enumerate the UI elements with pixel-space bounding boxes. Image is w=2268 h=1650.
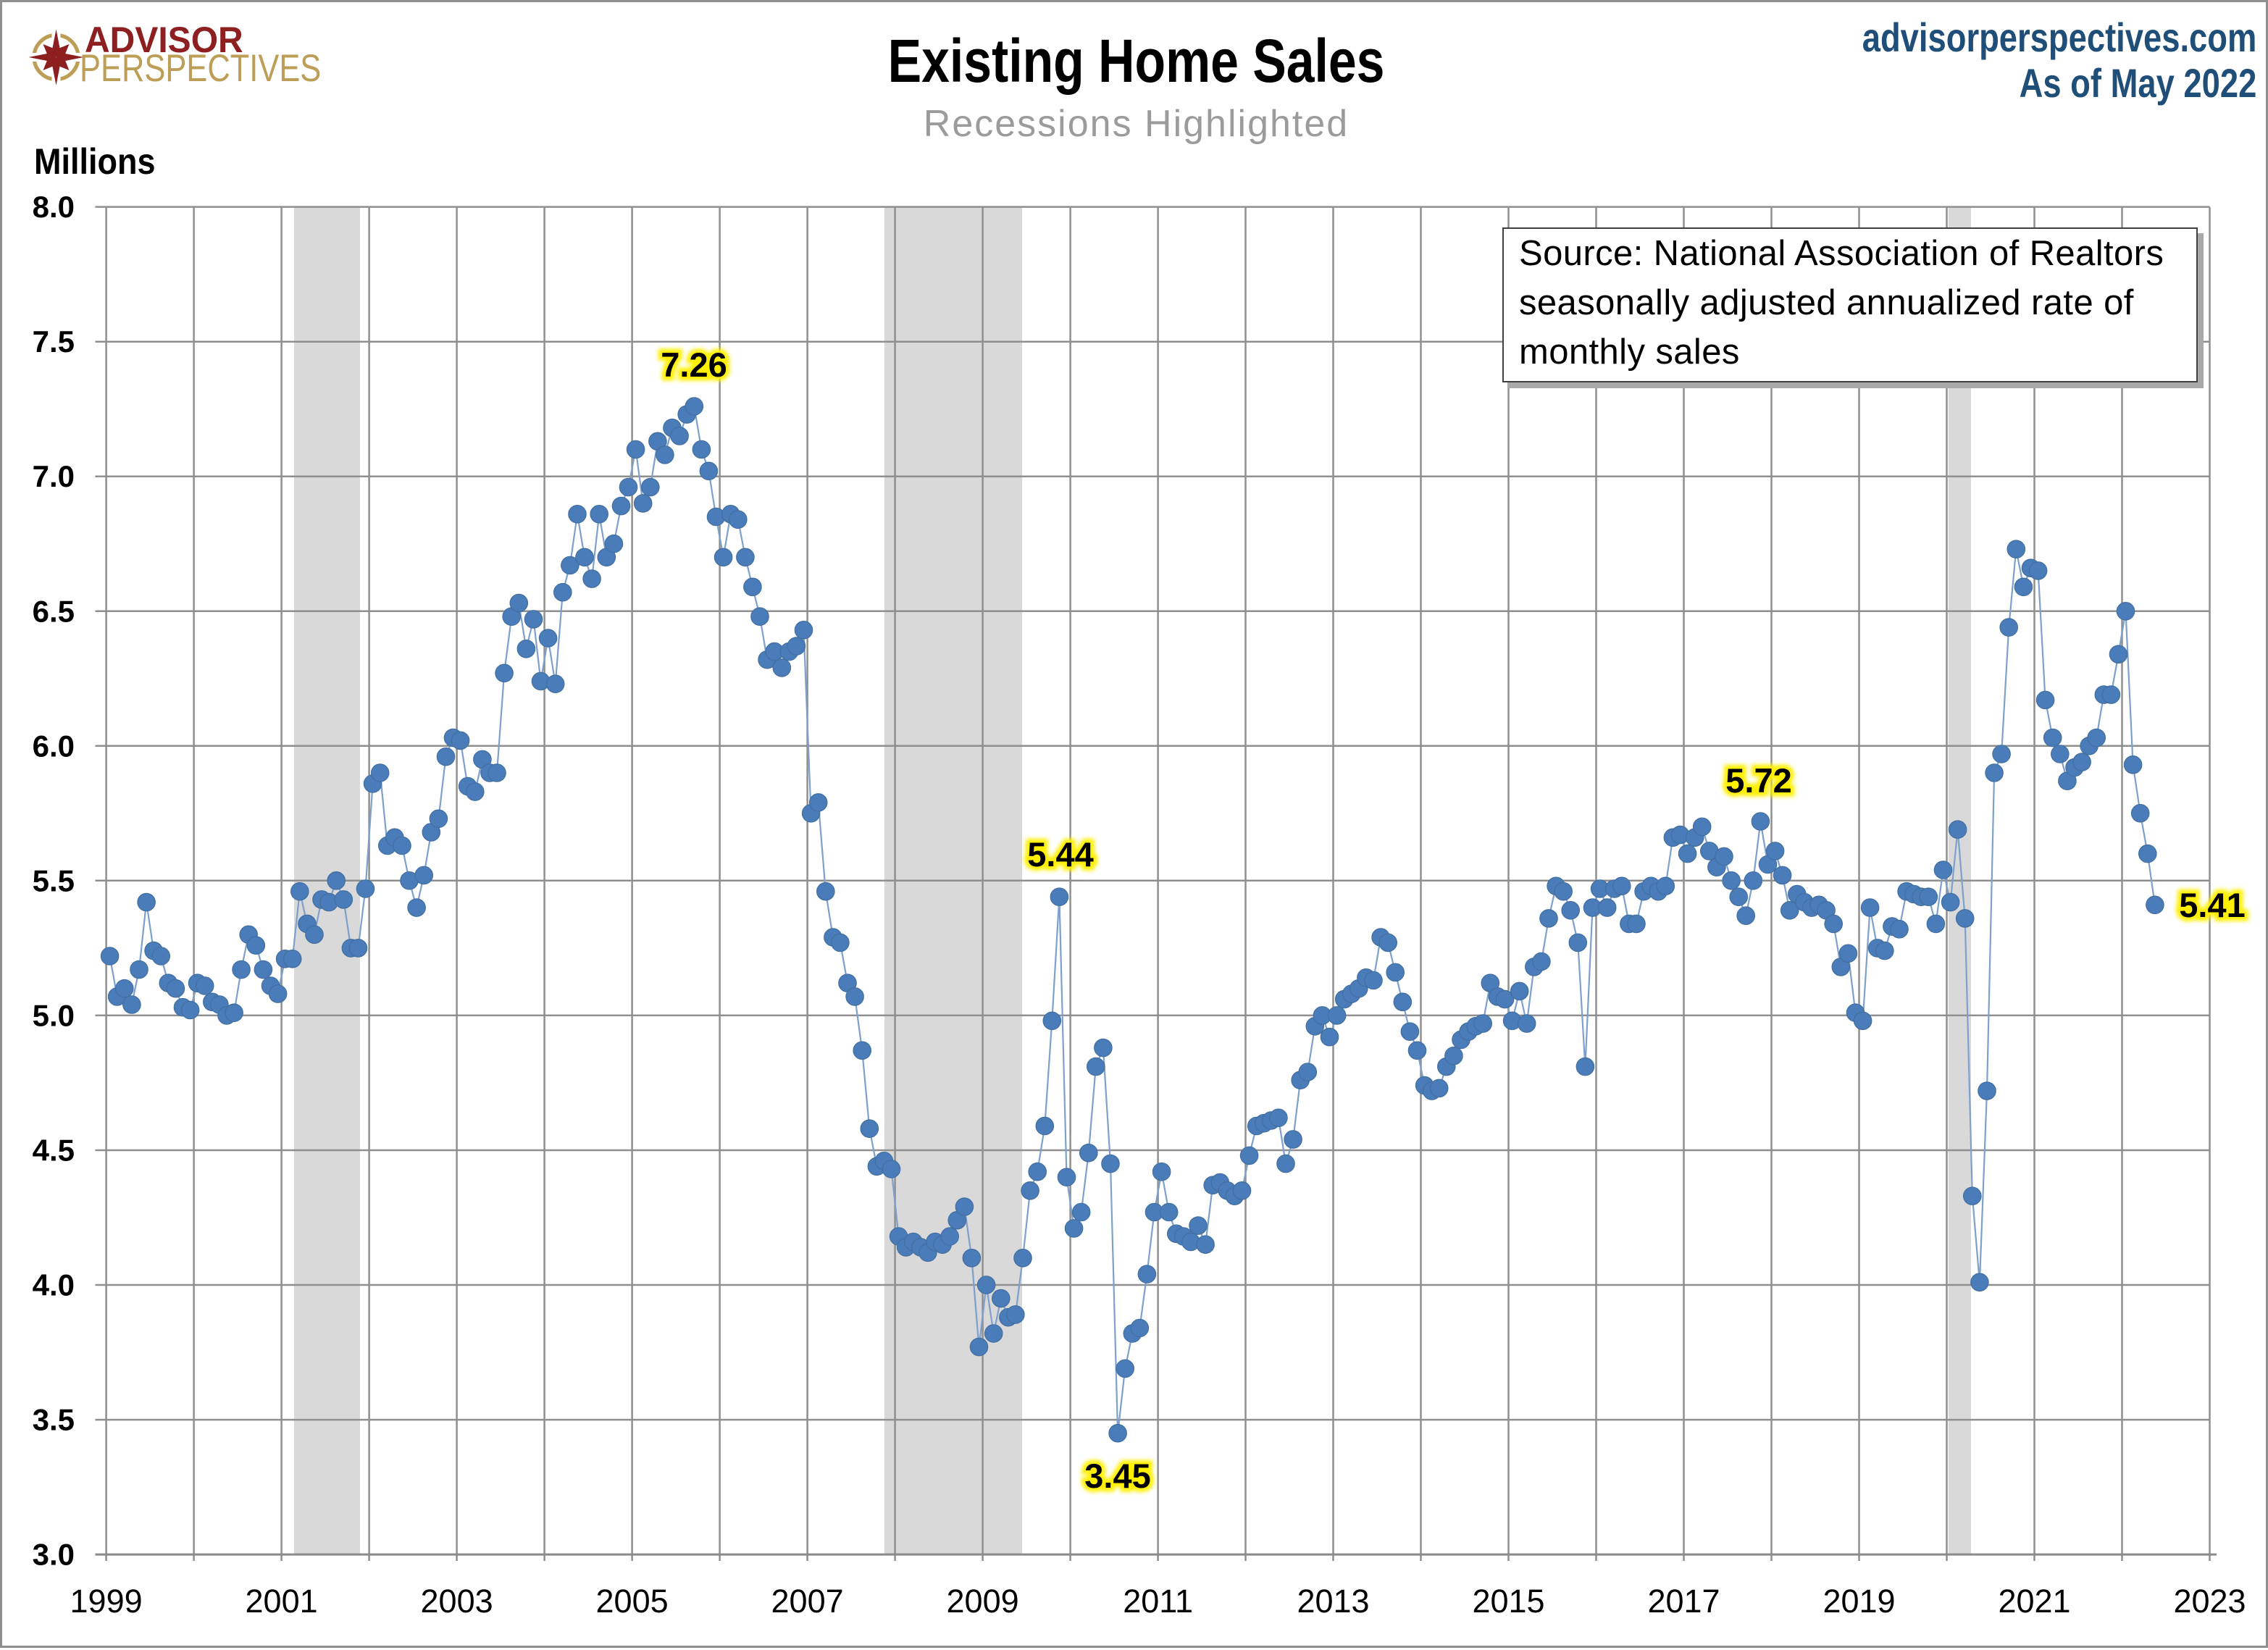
svg-text:3.0: 3.0 [33, 1538, 75, 1572]
svg-text:2005: 2005 [596, 1583, 669, 1620]
svg-text:2017: 2017 [1647, 1583, 1720, 1620]
svg-text:2011: 2011 [1123, 1583, 1193, 1620]
svg-text:5.5: 5.5 [33, 863, 75, 897]
svg-text:2015: 2015 [1472, 1583, 1544, 1620]
svg-text:2019: 2019 [1823, 1583, 1895, 1620]
svg-text:4.5: 4.5 [33, 1133, 75, 1167]
svg-text:5.44: 5.44 [1027, 835, 1093, 874]
svg-text:2007: 2007 [771, 1583, 844, 1620]
svg-text:2003: 2003 [421, 1583, 493, 1620]
svg-text:3.45: 3.45 [1084, 1457, 1150, 1495]
svg-text:7.26: 7.26 [661, 346, 727, 384]
svg-text:4.0: 4.0 [33, 1268, 75, 1302]
svg-text:8.0: 8.0 [33, 190, 75, 224]
svg-text:2009: 2009 [947, 1583, 1019, 1620]
svg-text:5.72: 5.72 [1725, 761, 1791, 800]
svg-text:7.5: 7.5 [33, 324, 75, 359]
svg-text:5.41: 5.41 [2179, 886, 2245, 924]
svg-text:7.26: 7.26 [661, 346, 727, 384]
svg-text:6.5: 6.5 [33, 594, 75, 628]
svg-text:2013: 2013 [1297, 1583, 1369, 1620]
svg-text:5.44: 5.44 [1027, 835, 1093, 874]
svg-text:6.0: 6.0 [33, 729, 75, 763]
svg-text:2023: 2023 [2173, 1583, 2246, 1620]
svg-text:5.72: 5.72 [1725, 761, 1791, 800]
svg-text:5.0: 5.0 [33, 998, 75, 1032]
svg-text:3.5: 3.5 [33, 1403, 75, 1437]
svg-text:1999: 1999 [70, 1583, 143, 1620]
svg-text:3.45: 3.45 [1084, 1457, 1150, 1495]
svg-text:2021: 2021 [1998, 1583, 2070, 1620]
svg-text:5.41: 5.41 [2179, 886, 2245, 924]
svg-text:7.0: 7.0 [33, 459, 75, 493]
svg-text:2001: 2001 [246, 1583, 318, 1620]
